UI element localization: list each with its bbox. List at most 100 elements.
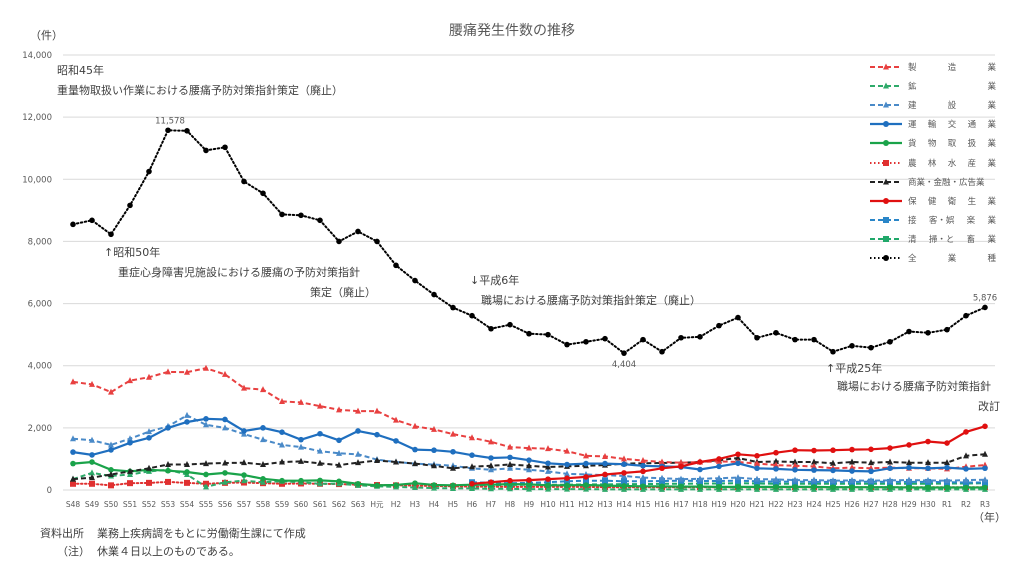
y-tick-label: 6,000 xyxy=(28,300,52,310)
data-label: 5,876 xyxy=(973,293,997,303)
data-point xyxy=(393,438,399,444)
x-tick-label: H10 xyxy=(540,500,555,509)
legend-label-part: 楽 xyxy=(966,216,976,227)
y-axis-label: （件） xyxy=(30,29,63,42)
legend-item: 建設業 xyxy=(868,95,1018,114)
source-text: 業務上疾病調をもとに労働衛生課にて作成 xyxy=(97,527,306,540)
data-point xyxy=(260,478,266,485)
data-point xyxy=(165,467,171,474)
series-6 xyxy=(70,450,988,482)
data-point xyxy=(89,452,95,458)
data-point xyxy=(621,478,627,485)
data-point xyxy=(887,445,893,451)
x-tick-label: S58 xyxy=(256,500,271,509)
data-point xyxy=(963,466,969,472)
data-point xyxy=(241,384,247,391)
data-point xyxy=(982,465,988,472)
annotation-s50-text: 重症心身障害児施設における腰痛の予防対策指針 xyxy=(118,266,360,279)
data-point xyxy=(883,197,889,204)
x-tick-label: H24 xyxy=(806,500,821,509)
data-point xyxy=(469,480,475,487)
legend-label-part: 造 xyxy=(947,62,957,73)
data-point xyxy=(108,482,114,489)
data-point xyxy=(735,460,741,467)
x-tick-label: H17 xyxy=(673,500,688,509)
legend-label-part: 業 xyxy=(987,120,996,131)
data-point xyxy=(640,483,646,490)
legend-label-part: 農 xyxy=(908,158,917,169)
data-point xyxy=(146,168,152,175)
data-point xyxy=(545,482,551,489)
legend-label-part: 輸 xyxy=(927,120,937,131)
data-point xyxy=(488,462,494,469)
data-point xyxy=(89,469,95,476)
data-point xyxy=(792,336,798,343)
x-tick-label: H23 xyxy=(787,500,802,509)
data-point xyxy=(165,368,171,375)
x-tick-label: H12 xyxy=(578,500,593,509)
x-tick-label: S53 xyxy=(161,500,176,509)
data-point xyxy=(89,217,95,224)
data-point xyxy=(507,485,513,492)
data-point xyxy=(697,459,703,465)
data-point xyxy=(754,334,760,341)
data-point xyxy=(868,344,874,351)
legend-swatch xyxy=(870,101,902,108)
data-point xyxy=(583,485,589,492)
data-point xyxy=(564,478,570,485)
data-point xyxy=(830,467,836,474)
data-point xyxy=(355,480,361,487)
data-point xyxy=(830,459,836,466)
data-point xyxy=(317,447,323,454)
data-point xyxy=(640,468,646,475)
data-point xyxy=(488,479,494,486)
data-point xyxy=(70,435,76,442)
legend-label: 商業・金融・広告業 xyxy=(908,176,996,188)
data-point xyxy=(849,343,855,349)
data-point xyxy=(906,442,912,448)
data-point xyxy=(982,450,988,457)
x-tick-label: S54 xyxy=(180,500,195,509)
data-point xyxy=(222,424,228,431)
legend-item: 商業・金融・広告業 xyxy=(868,172,1018,191)
data-point xyxy=(830,348,836,355)
data-point xyxy=(431,425,437,432)
legend-item: 清掃・と畜業 xyxy=(868,230,1018,249)
legend-label-part: 運 xyxy=(908,120,917,131)
data-point xyxy=(602,482,608,489)
data-point xyxy=(146,464,152,471)
x-tick-label: R1 xyxy=(942,500,952,509)
data-point xyxy=(716,456,722,462)
data-point xyxy=(127,202,133,209)
data-point xyxy=(678,459,684,466)
data-point xyxy=(564,475,570,481)
x-tick-label: S59 xyxy=(275,500,290,509)
x-tick-label: R3 xyxy=(980,500,990,509)
x-tick-label: H13 xyxy=(597,500,612,509)
legend-label: 鉱業 xyxy=(908,80,996,92)
legend-label-part: 商業・金融・広告業 xyxy=(908,177,985,188)
data-point xyxy=(678,483,684,490)
y-tick-label: 14,000 xyxy=(22,51,52,61)
legend-item: 農林水産業 xyxy=(868,153,1018,172)
data-point xyxy=(127,480,133,487)
data-point xyxy=(944,459,950,466)
data-point xyxy=(883,236,889,243)
data-point xyxy=(678,475,684,482)
data-point xyxy=(450,482,456,489)
data-point xyxy=(564,461,570,468)
data-point xyxy=(336,449,342,456)
x-tick-label: S50 xyxy=(104,500,119,509)
data-point xyxy=(545,485,551,492)
legend-item: 運輸交通業 xyxy=(868,115,1018,134)
data-point xyxy=(887,338,893,345)
data-point xyxy=(564,341,570,348)
data-point xyxy=(469,452,475,459)
legend-label-part: 建 xyxy=(908,100,917,111)
data-point xyxy=(279,458,285,465)
data-point xyxy=(298,443,304,450)
data-point xyxy=(754,465,760,472)
data-point xyxy=(925,438,931,445)
data-point xyxy=(260,425,266,431)
data-point xyxy=(203,471,209,478)
